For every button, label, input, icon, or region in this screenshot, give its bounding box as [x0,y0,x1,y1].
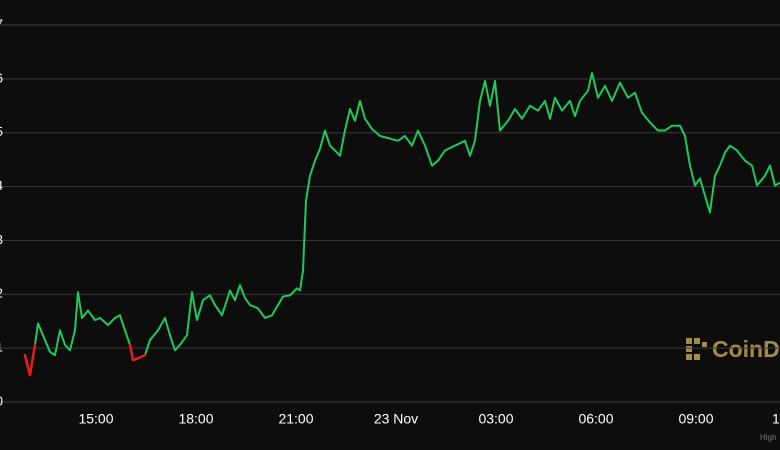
footnote: High [760,433,776,442]
y-tick-label: 3 [0,232,3,247]
y-tick-label: 1 [0,340,3,355]
price-segment-down [136,353,147,360]
y-tick-label: 4 [0,178,3,193]
x-tick-label: 03:00 [478,411,513,427]
y-tick-label: 2 [0,286,3,301]
x-tick-label: 21:00 [278,411,313,427]
price-segment-down [28,343,37,377]
x-tick-label: 06:00 [578,411,613,427]
price-segment-down [128,343,135,362]
logo [686,338,707,360]
y-tick-label: 7 [0,16,3,31]
x-tick-label: 15:00 [78,411,113,427]
y-tick-label: 5 [0,124,3,139]
x-tick-label: 09:00 [678,411,713,427]
price-segment-down [23,353,32,377]
x-tick-label: 1 [772,411,780,427]
price-line [24,71,780,377]
x-tick-label: 18:00 [178,411,213,427]
watermark: CoinD [712,336,780,362]
x-tick-label: 23 Nov [374,411,418,427]
y-tick-label: 6 [0,70,3,85]
y-tick-label: 0 [0,393,3,408]
